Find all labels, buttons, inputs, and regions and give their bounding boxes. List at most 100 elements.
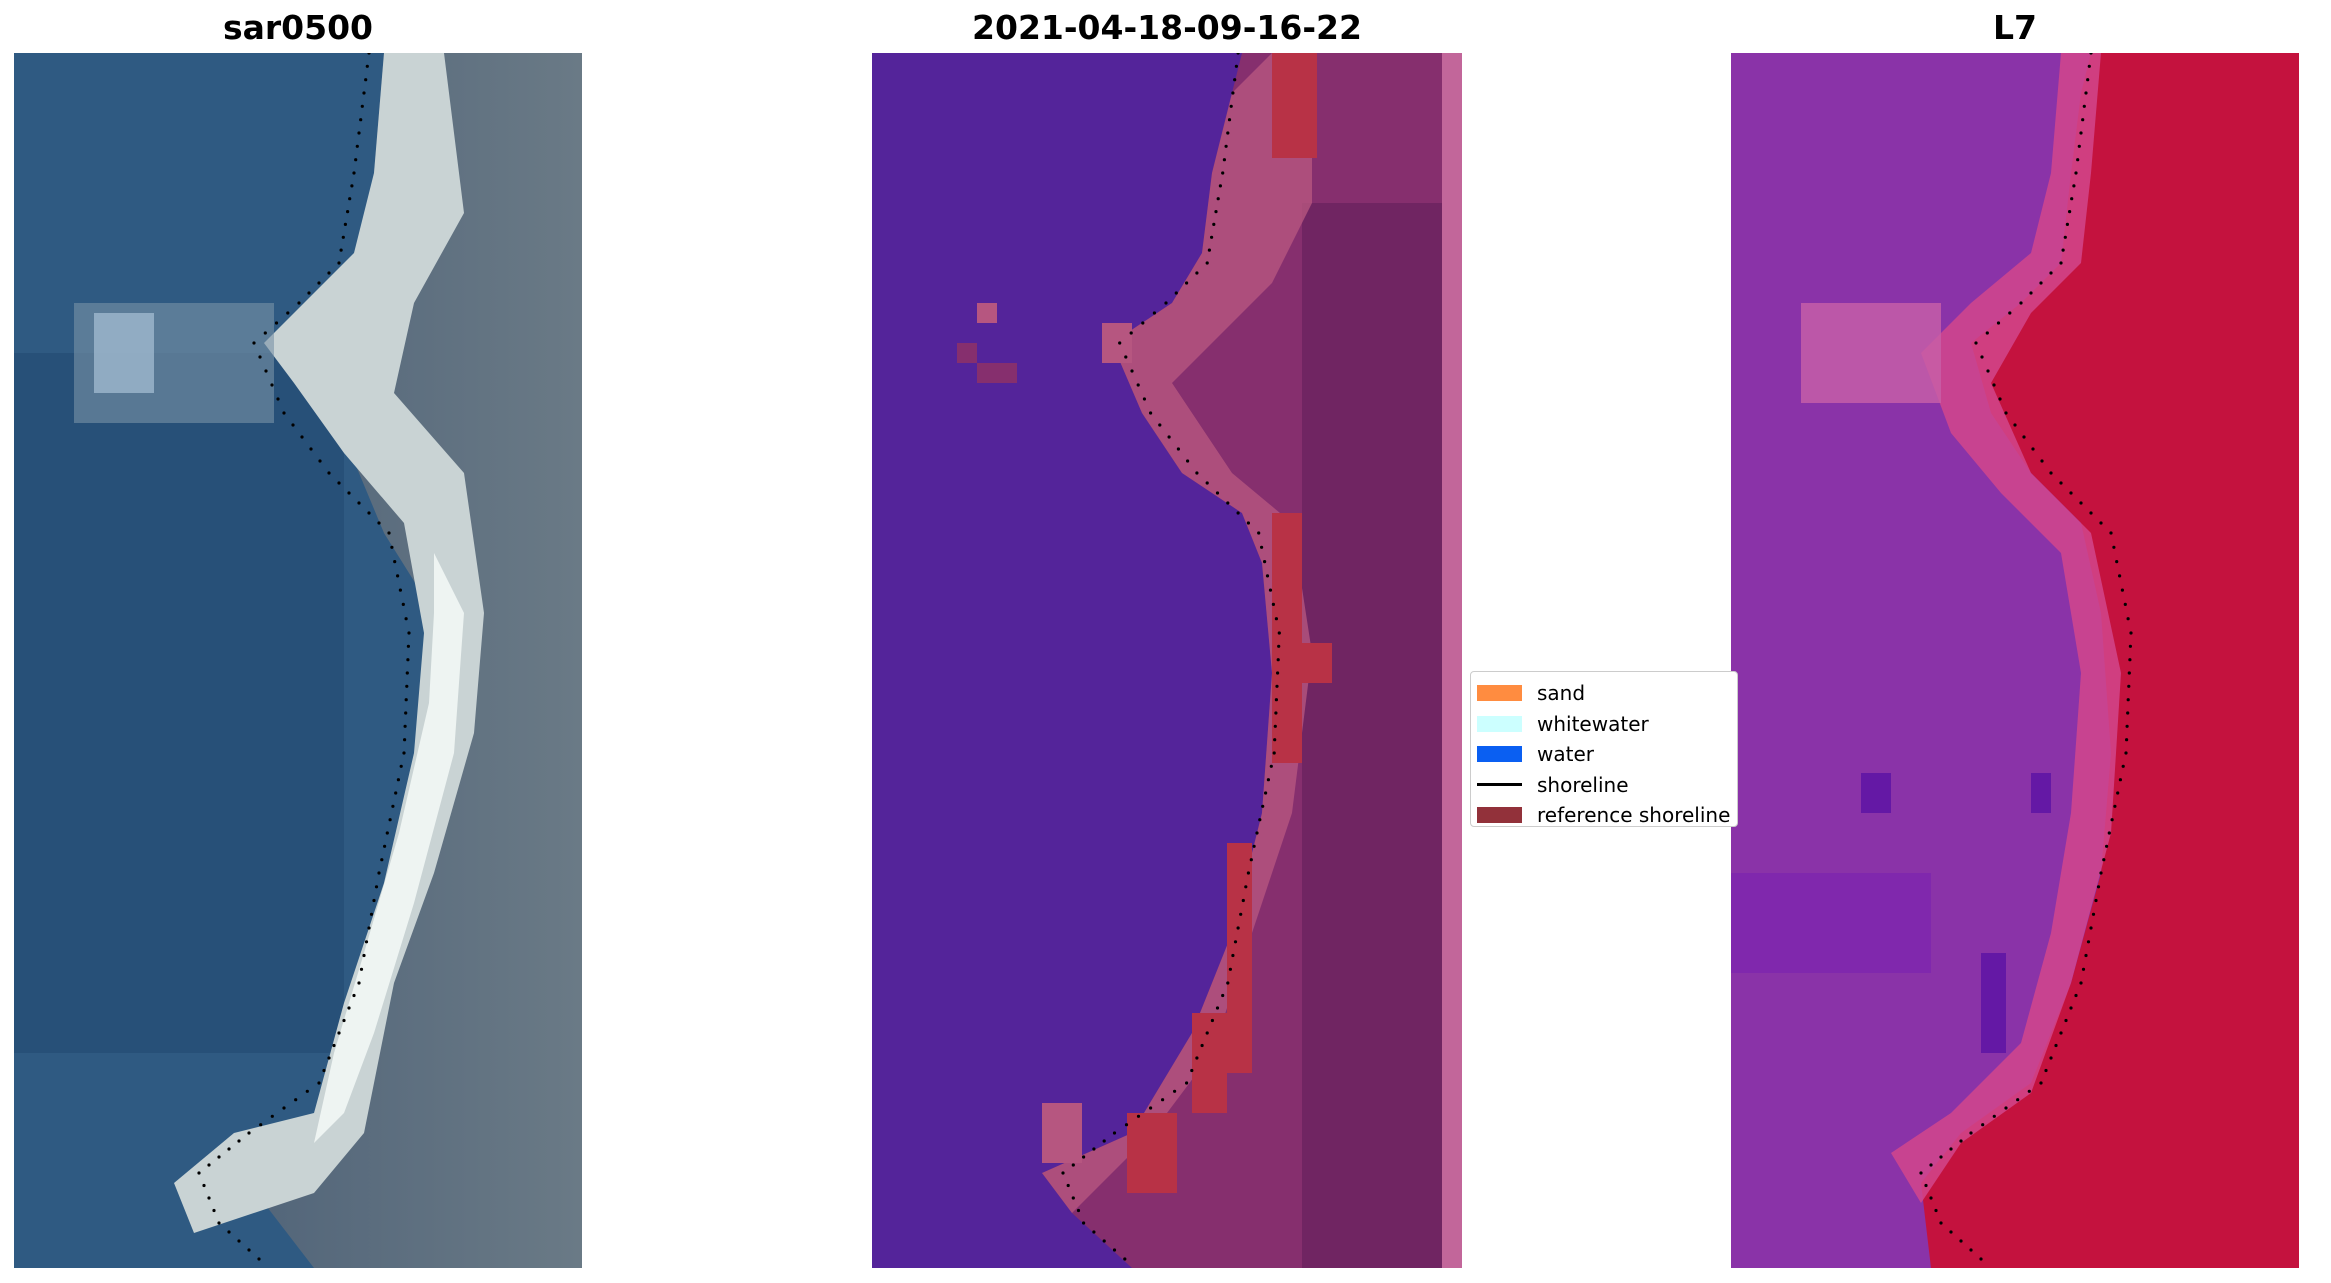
shoreline-dot xyxy=(1174,291,1178,295)
shoreline-dot xyxy=(1273,738,1277,742)
shoreline-dot xyxy=(407,631,411,635)
shoreline-dot xyxy=(2089,53,2093,55)
shoreline-dot xyxy=(2029,291,2033,295)
shoreline-dot xyxy=(1949,1230,1953,1234)
reference-shoreline-patch xyxy=(1292,643,1332,683)
shoreline-dot xyxy=(359,967,364,971)
shoreline-dot xyxy=(2096,885,2101,889)
shoreline-dot xyxy=(1260,545,1264,549)
shoreline-dot xyxy=(359,118,363,122)
shoreline-dot xyxy=(399,764,403,768)
shoreline-dot xyxy=(406,658,410,662)
shoreline-dot xyxy=(2118,574,2122,578)
legend-item-water: water xyxy=(1471,739,1737,770)
shoreline-dot xyxy=(1934,1208,1938,1213)
shoreline-dot xyxy=(2109,531,2113,535)
shoreline-dot xyxy=(1274,711,1278,715)
shoreline-dot xyxy=(2013,423,2017,427)
shoreline-dot xyxy=(2039,281,2043,285)
shoreline-dot xyxy=(1130,369,1134,373)
index-dark-patch xyxy=(1981,953,2006,1053)
legend-label: whitewater xyxy=(1537,711,1649,736)
shoreline-dot xyxy=(348,197,352,201)
shoreline-dot xyxy=(1273,724,1277,728)
shoreline-dot xyxy=(393,560,397,564)
shoreline-dot xyxy=(352,171,356,175)
shoreline-dot xyxy=(1959,1139,1963,1143)
shoreline-dot xyxy=(2126,698,2130,702)
shoreline-dot xyxy=(1277,631,1281,635)
shoreline-dot xyxy=(247,1248,251,1252)
shoreline-dot xyxy=(391,804,395,808)
shoreline-dot xyxy=(1076,1208,1081,1213)
shoreline-dot xyxy=(404,698,408,702)
shoreline-dot xyxy=(2059,261,2063,265)
shoreline-dot xyxy=(270,1114,274,1118)
spit-left-bright xyxy=(94,313,154,393)
shoreline-dot xyxy=(1218,184,1222,188)
shoreline-dot xyxy=(197,1171,201,1175)
shoreline-dot xyxy=(367,53,371,55)
shoreline-dot xyxy=(2112,545,2116,549)
shoreline-dot xyxy=(2069,1006,2073,1010)
shoreline-dot xyxy=(1205,261,1209,265)
shoreline-dot xyxy=(1919,1171,1923,1175)
shoreline-dot xyxy=(404,617,408,621)
shoreline-dot xyxy=(307,291,311,295)
shoreline-dot xyxy=(1152,311,1156,315)
index-water-shade xyxy=(1731,873,1931,973)
shoreline-dot xyxy=(217,1221,221,1225)
shoreline-dot xyxy=(1082,1221,1086,1225)
shoreline-dot xyxy=(2120,588,2124,592)
shoreline-dot xyxy=(1186,459,1190,463)
shoreline-dot xyxy=(1241,898,1245,903)
shoreline-dot xyxy=(347,1006,351,1010)
shoreline-dot xyxy=(2115,560,2119,564)
shoreline-dot xyxy=(2074,171,2078,175)
shoreline-dot xyxy=(237,1239,241,1243)
shoreline-dot xyxy=(367,511,371,515)
index-beach-area xyxy=(1891,53,2121,1203)
shoreline-dot xyxy=(2016,1098,2020,1102)
shoreline-dot xyxy=(2027,1089,2031,1093)
shoreline-dot xyxy=(2089,926,2093,930)
shoreline-dot xyxy=(332,1043,336,1048)
shoreline-dot xyxy=(1210,235,1214,239)
shoreline-dot xyxy=(2039,1081,2043,1085)
shoreline-dot xyxy=(257,1257,261,1261)
sand-bright xyxy=(314,553,464,1143)
shoreline-dot xyxy=(1102,1139,1106,1143)
shoreline-dot xyxy=(1275,684,1279,688)
shoreline-dot xyxy=(1124,355,1128,359)
shoreline-dot xyxy=(1269,764,1273,768)
shoreline-dot xyxy=(1276,658,1280,662)
shoreline-dot xyxy=(1210,1018,1214,1023)
shoreline-dot xyxy=(350,184,354,188)
reference-shoreline-patch xyxy=(1192,1013,1227,1113)
shoreline-dot xyxy=(354,158,358,162)
shoreline-dot xyxy=(2059,481,2063,485)
shoreline-dot xyxy=(2110,818,2114,822)
shoreline-dot xyxy=(1214,210,1218,214)
shoreline-dot xyxy=(337,261,341,265)
shoreline-dot xyxy=(2044,1068,2048,1073)
shoreline-dot xyxy=(369,912,374,916)
shoreline-dot xyxy=(2061,248,2065,252)
shoreline-dot xyxy=(2022,435,2026,439)
shoreline-dot xyxy=(2069,491,2073,495)
shoreline-dot xyxy=(1266,778,1270,782)
shoreline-dot xyxy=(2118,778,2122,782)
rgb-image-panel xyxy=(14,53,582,1268)
shoreline-dot xyxy=(2125,738,2129,742)
whitewater-swatch xyxy=(1477,715,1522,732)
index-dark-patch xyxy=(1861,773,1891,813)
shoreline-dot xyxy=(1246,521,1250,525)
shoreline-dot xyxy=(2099,871,2103,875)
shoreline-dot xyxy=(341,235,345,239)
shoreline-dot xyxy=(2128,644,2132,648)
sea-deep-area xyxy=(14,353,344,1053)
shoreline-dot xyxy=(2070,197,2074,201)
shoreline-dot xyxy=(1234,64,1238,68)
shoreline-dot xyxy=(1959,1239,1963,1243)
shoreline-dot xyxy=(1236,511,1240,515)
